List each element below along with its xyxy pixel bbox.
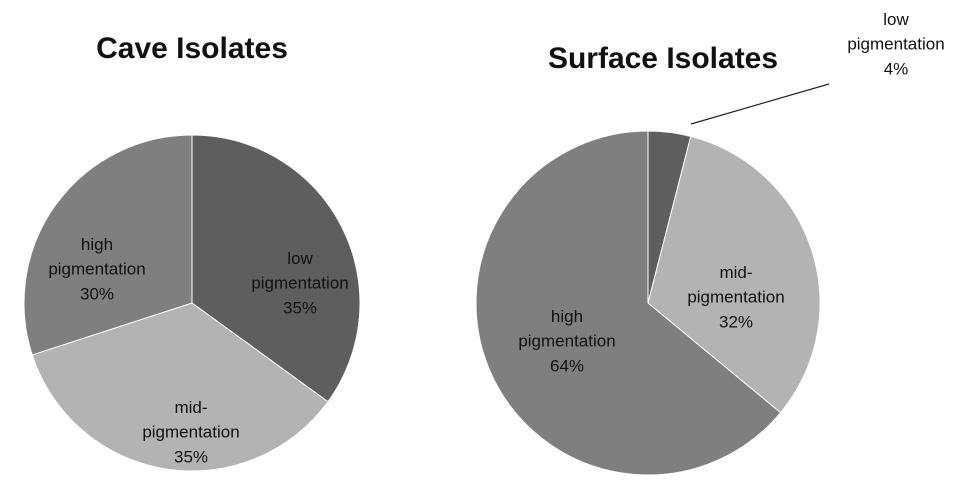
pie-slice-low-pigmentation bbox=[191, 134, 361, 403]
pie-slices bbox=[23, 134, 361, 472]
cave-isolates-chart: Cave Isolates low pigmentation 35%mid-pigm… bbox=[23, 32, 361, 472]
slice-label-line: pigmentation bbox=[142, 423, 239, 442]
pie-labels: low pigmentation 4% mid-pigmentation 32% high… bbox=[518, 10, 944, 375]
slice-label-line: pigmentation bbox=[48, 260, 145, 279]
pie-labels: low pigmentation 35% mid-pigmentation 35% hig… bbox=[48, 235, 348, 466]
chart-title: Surface Isolates bbox=[548, 42, 778, 75]
slice-label-line: 30% bbox=[80, 284, 114, 303]
slice-label-low-pigmentation: low pigmentation 4% bbox=[847, 10, 944, 78]
slice-label-line: 35% bbox=[174, 447, 208, 466]
slice-label-high-pigmentation: high pigmentation 30% bbox=[48, 235, 145, 303]
pie-slice-mid-pigmentation bbox=[31, 302, 329, 472]
slice-label-low-pigmentation: low pigmentation 35% bbox=[251, 249, 348, 317]
slice-label-line: 4% bbox=[884, 59, 909, 78]
slice-label-line: pigmentation bbox=[687, 288, 784, 307]
slice-label-line: high bbox=[551, 307, 583, 326]
slice-label-line: high bbox=[81, 235, 113, 254]
slice-label-line: 64% bbox=[550, 356, 584, 375]
chart-title: Cave Isolates bbox=[96, 32, 288, 65]
slice-label-line: pigmentation bbox=[251, 274, 348, 293]
slice-label-line: mid- bbox=[719, 263, 752, 282]
slice-label-line: 32% bbox=[719, 312, 753, 331]
pie-slice-high-pigmentation bbox=[475, 130, 782, 476]
pie-slice-high-pigmentation bbox=[23, 134, 193, 356]
pie-slices bbox=[475, 130, 821, 476]
leader-line bbox=[690, 83, 830, 125]
slice-label-mid-pigmentation: mid-pigmentation 35% bbox=[142, 398, 239, 466]
pie-slice-mid-pigmentation bbox=[647, 135, 821, 414]
slice-label-line: pigmentation bbox=[518, 332, 615, 351]
slice-label-mid-pigmentation: mid-pigmentation 32% bbox=[687, 263, 784, 331]
slice-label-high-pigmentation: high pigmentation 64% bbox=[518, 307, 615, 375]
slice-label-line: mid- bbox=[174, 398, 207, 417]
slice-label-line: low bbox=[287, 249, 313, 268]
slice-label-line: 35% bbox=[283, 298, 317, 317]
slice-label-line: low bbox=[883, 10, 909, 29]
surface-isolates-chart: Surface Isolates low pigmentation 4% mid-pi… bbox=[475, 10, 945, 476]
slice-label-line: pigmentation bbox=[847, 35, 944, 54]
